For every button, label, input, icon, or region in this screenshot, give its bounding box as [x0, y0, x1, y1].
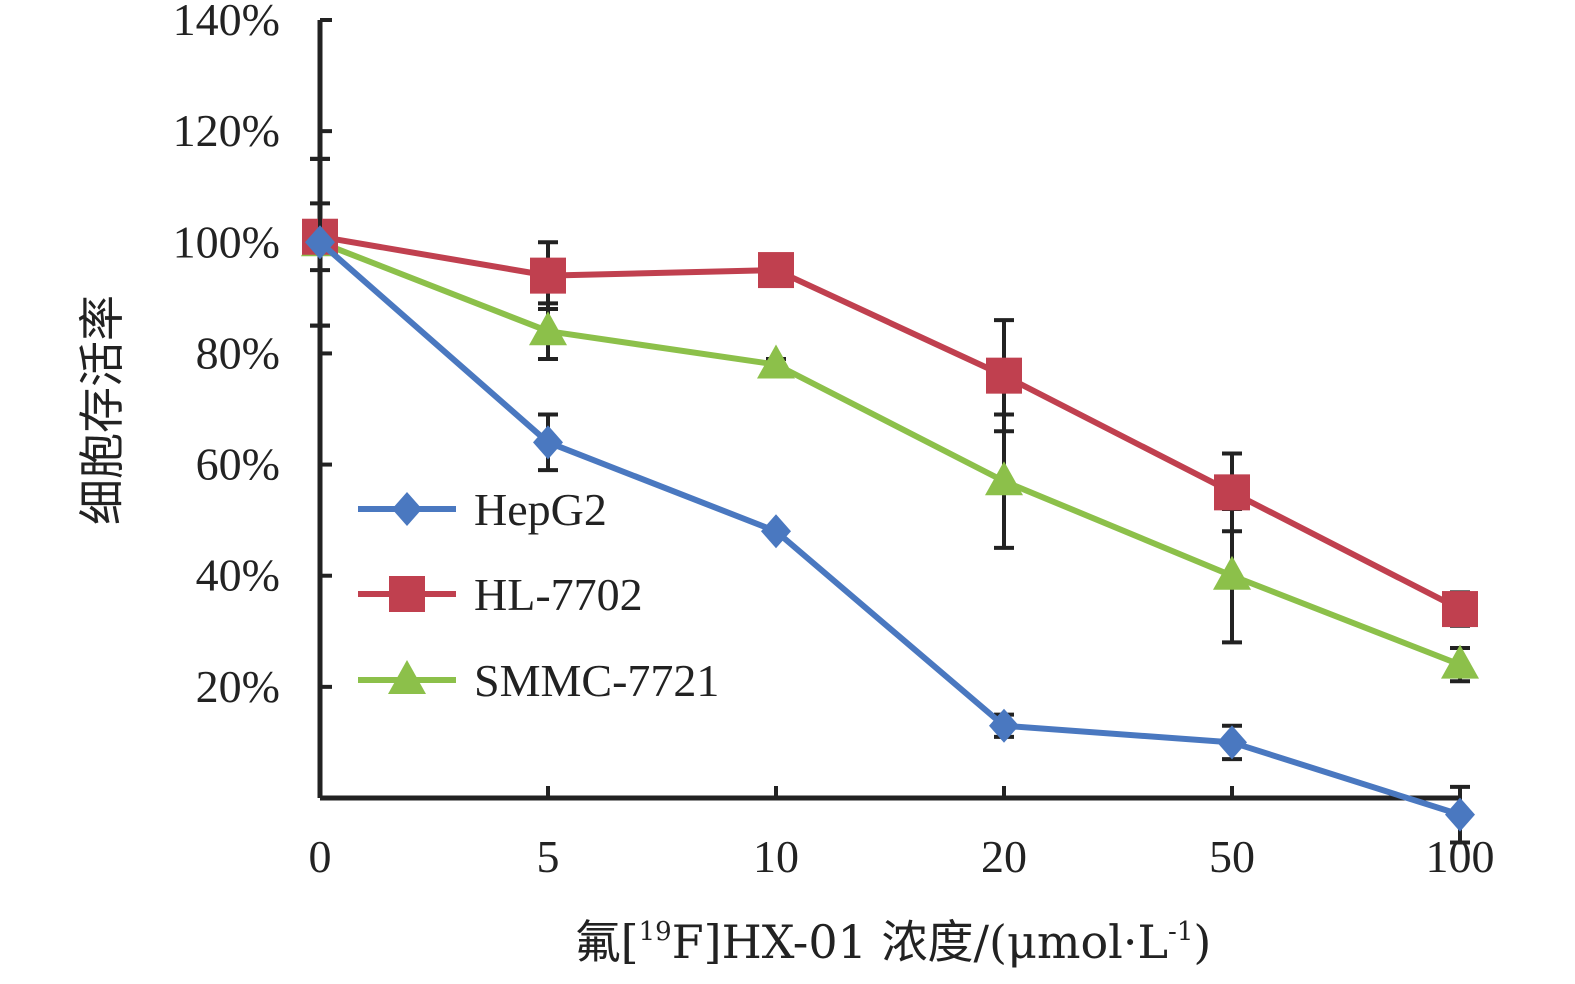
series-line: [318, 239, 1462, 668]
data-point: [1214, 474, 1250, 511]
series-layer: [301, 156, 1479, 845]
data-point: [761, 514, 791, 549]
x-axis-title-sup2: -1: [1168, 917, 1193, 947]
x-tick-label: 50: [1209, 831, 1255, 882]
y-tick-label: 120%: [173, 105, 280, 156]
series-hepg2: [305, 156, 1475, 845]
legend-label: SMMC-7721: [474, 655, 719, 706]
x-axis-title-mid: F]HX-01 浓度/(μmol·L: [672, 915, 1168, 969]
legend: HepG2 HL-7702 SMMC-7721: [358, 484, 719, 706]
data-point: [1441, 644, 1479, 679]
y-axis-title: 细胞存活率: [75, 295, 129, 525]
data-point: [1442, 591, 1478, 628]
x-tick-label: 0: [309, 831, 332, 882]
legend-item-hl-7702: HL-7702: [358, 569, 643, 620]
data-point: [757, 344, 795, 379]
axes: [317, 20, 1462, 801]
x-tick-label: 10: [753, 831, 799, 882]
x-axis-title-end: ): [1193, 915, 1211, 969]
y-tick-label: 100%: [173, 216, 280, 267]
y-tick-label: 60%: [196, 439, 280, 490]
series-line: [319, 233, 1462, 612]
data-point: [989, 708, 1019, 743]
legend-label: HepG2: [474, 484, 607, 535]
legend-item-smmc-7721: SMMC-7721: [358, 655, 719, 706]
legend-label: HL-7702: [474, 569, 643, 620]
data-point: [1445, 797, 1475, 832]
data-point: [758, 252, 794, 289]
legend-item-hepg2: HepG2: [358, 484, 607, 535]
x-ticks: 0 5 10 20 50 100: [309, 786, 1495, 882]
series-line: [318, 240, 1461, 818]
data-point: [1213, 555, 1251, 590]
y-tick-label: 80%: [196, 327, 280, 378]
data-point: [529, 311, 567, 346]
legend-swatch-marker: [388, 660, 426, 694]
y-tick-label: 20%: [196, 661, 280, 712]
legend-swatch-marker: [392, 492, 422, 526]
x-tick-label: 20: [981, 831, 1027, 882]
x-axis-title-sup1: 19: [639, 917, 672, 947]
y-tick-label: 40%: [196, 550, 280, 601]
data-point: [533, 425, 563, 460]
data-point: [985, 461, 1023, 496]
x-axis-title: 氟[19F]HX-01 浓度/(μmol·L-1): [575, 915, 1212, 969]
y-ticks: 20% 40% 60% 80% 100% 120% 140%: [173, 0, 332, 800]
legend-swatch-marker: [389, 576, 425, 612]
data-point: [530, 257, 566, 294]
series-hl-7702: [302, 201, 1478, 628]
data-point: [1217, 725, 1247, 760]
y-tick-label: 140%: [173, 0, 280, 45]
x-tick-label: 5: [537, 831, 560, 882]
x-axis-title-main: 氟[: [575, 915, 639, 969]
data-point: [986, 357, 1022, 394]
data-point: [305, 225, 335, 260]
